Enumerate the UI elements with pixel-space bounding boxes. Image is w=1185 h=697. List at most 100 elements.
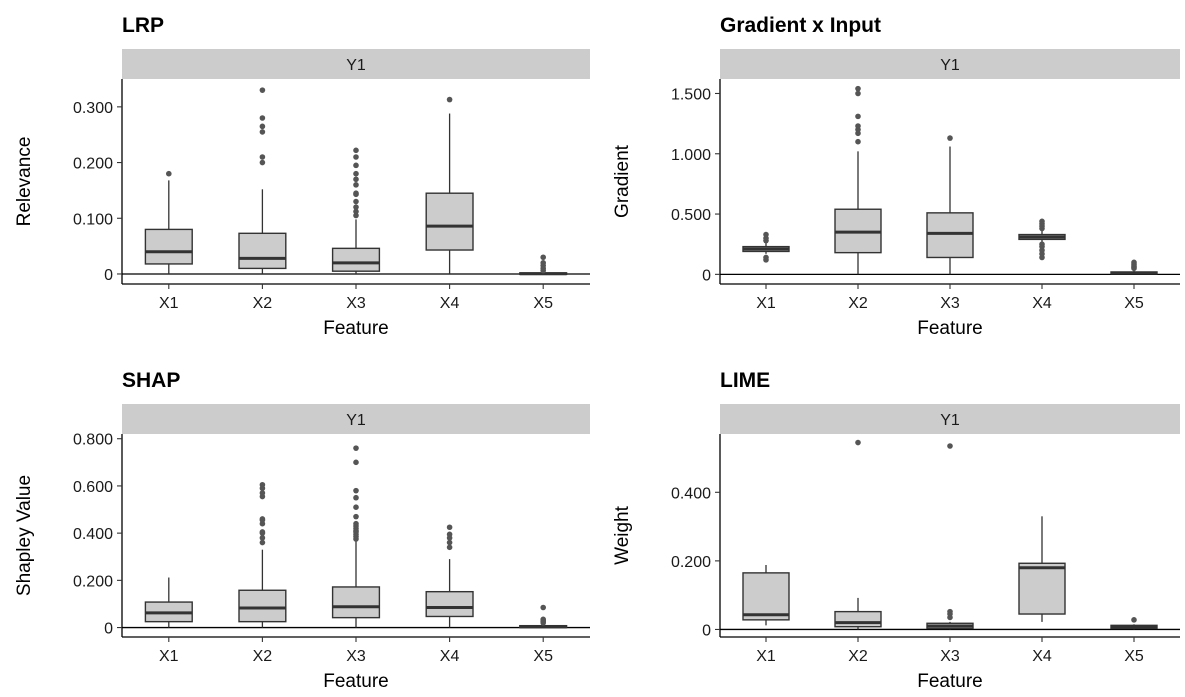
y-tick-label: 1.500 <box>671 86 711 103</box>
iqr-box <box>425 192 474 251</box>
outlier-point <box>259 87 266 93</box>
outlier-point <box>259 529 266 535</box>
facet-label: Y1 <box>346 412 366 429</box>
panel-title: LIME <box>720 369 770 392</box>
panel-title: Gradient x Input <box>720 14 881 37</box>
x-tick-label: X4 <box>1032 648 1052 665</box>
outlier-point <box>446 539 453 546</box>
outlier-point <box>1131 259 1137 266</box>
outlier-point <box>353 513 359 520</box>
outlier-point <box>540 260 546 266</box>
box-x4 <box>425 96 474 274</box>
outlier-point <box>1039 218 1045 225</box>
outlier-point <box>353 520 359 527</box>
y-tick-label: 0.800 <box>73 432 113 449</box>
x-tick-label: X2 <box>848 295 868 312</box>
x-axis-title: Feature <box>917 318 982 339</box>
box-x5 <box>519 254 568 276</box>
outlier-point <box>540 616 546 623</box>
box-x4 <box>425 524 474 628</box>
outlier-point <box>259 481 266 488</box>
x-tick-label: X1 <box>159 648 179 665</box>
outlier-point <box>947 135 953 141</box>
y-tick-label: 0.400 <box>671 485 711 502</box>
facet-strip <box>720 49 1180 79</box>
x-tick-label: X3 <box>346 295 366 312</box>
outlier-point <box>446 544 453 551</box>
iqr-box <box>742 572 790 621</box>
panel-lime: LIME Y1 0 0.200 0.400 X1 X2 X3 X4 X5 Feature Weight <box>612 369 1180 692</box>
y-tick-label: 0.200 <box>671 554 711 571</box>
panel-gradient-x-input: Gradient x Input Y1 0 0.500 1.000 1.500 X1 X2 X3… <box>612 14 1180 339</box>
outlier-point <box>353 162 359 169</box>
outlier-point <box>353 445 359 451</box>
outlier-point <box>763 254 769 261</box>
outlier-point <box>353 170 359 177</box>
box-x3 <box>331 147 381 274</box>
outlier-point <box>353 176 359 183</box>
iqr-box <box>834 610 882 628</box>
outlier-point <box>540 604 546 611</box>
box-x1 <box>742 564 790 626</box>
iqr-box <box>238 589 287 623</box>
x-tick-label: X3 <box>940 295 960 312</box>
x-tick-label: X5 <box>1124 295 1144 312</box>
box-x1 <box>144 170 193 274</box>
iqr-box <box>1018 562 1066 615</box>
outlier-point <box>259 129 266 135</box>
y-tick-label: 0.400 <box>73 526 113 543</box>
iqr-box <box>331 586 381 619</box>
outlier-point <box>855 90 861 97</box>
x-axis-title: Feature <box>323 671 388 692</box>
iqr-box <box>926 212 974 259</box>
box-x1 <box>144 577 193 628</box>
outlier-point <box>1131 617 1137 623</box>
y-tick-label: 0.200 <box>73 156 113 173</box>
y-tick-label: 0.600 <box>73 479 113 496</box>
x-tick-label: X3 <box>940 648 960 665</box>
y-tick-label: 0.300 <box>73 100 113 117</box>
y-axis-title: Gradient <box>612 144 633 218</box>
x-tick-label: X4 <box>1032 295 1052 312</box>
outlier-point <box>353 182 359 188</box>
outlier-point <box>259 159 266 166</box>
outlier-point <box>166 170 172 177</box>
box-x2 <box>834 439 882 630</box>
outlier-point <box>763 231 769 238</box>
panel-title: SHAP <box>122 369 180 392</box>
outlier-point <box>353 204 359 210</box>
y-tick-label: 0 <box>104 267 113 284</box>
y-tick-label: 0.200 <box>73 573 113 590</box>
box-x2 <box>238 87 287 274</box>
x-tick-label: X1 <box>159 295 179 312</box>
outlier-point <box>353 487 359 494</box>
outlier-point <box>259 154 266 160</box>
outlier-point <box>259 115 266 121</box>
panel-title: LRP <box>122 14 164 37</box>
outlier-point <box>353 504 359 510</box>
y-tick-label: 0.100 <box>73 211 113 228</box>
outlier-point <box>855 439 861 446</box>
outlier-point <box>353 208 359 215</box>
y-tick-label: 0.500 <box>671 207 711 224</box>
outlier-point <box>353 459 359 466</box>
box-x5 <box>1110 617 1158 630</box>
outlier-point <box>353 190 359 196</box>
box-x3 <box>926 443 974 630</box>
box-x4 <box>1018 516 1066 622</box>
box-x3 <box>926 135 974 275</box>
panel-shap: SHAP Y1 0 0.200 0.400 0.600 0.800 X1 X2 X3 X4 X5 Fea… <box>14 369 590 692</box>
outlier-point <box>259 490 266 496</box>
outlier-point <box>947 443 953 449</box>
box-x5 <box>1110 259 1158 275</box>
x-tick-label: X3 <box>346 648 366 665</box>
box-x1 <box>742 231 790 263</box>
iqr-box <box>331 247 381 272</box>
outlier-point <box>446 96 453 103</box>
x-tick-label: X4 <box>440 648 460 665</box>
outlier-point <box>353 198 359 205</box>
x-tick-label: X1 <box>756 295 776 312</box>
x-tick-label: X5 <box>533 295 553 312</box>
y-axis-title: Shapley Value <box>14 475 35 596</box>
outlier-point <box>855 123 861 129</box>
